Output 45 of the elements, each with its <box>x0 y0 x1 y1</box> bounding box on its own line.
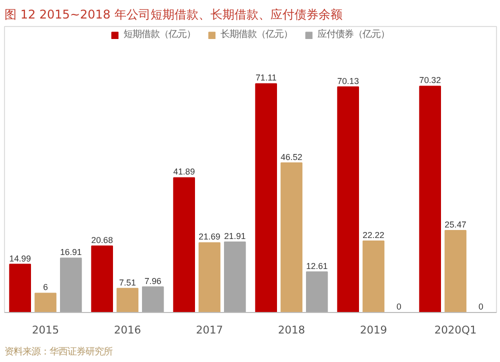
bar <box>116 288 138 312</box>
legend-label: 应付债券（亿元） <box>318 28 390 41</box>
x-tick-label: 2020Q1 <box>434 324 477 336</box>
bar <box>337 86 359 312</box>
data-label: 7.96 <box>144 276 162 286</box>
bar <box>419 86 441 312</box>
data-label: 14.99 <box>9 253 32 264</box>
bar <box>9 264 31 312</box>
data-label: 41.89 <box>173 166 196 177</box>
chart-title: 图 12 2015~2018 年公司短期借款、长期借款、应付债券余额 <box>4 8 342 22</box>
data-label: 7.51 <box>119 277 136 288</box>
bar <box>224 242 246 312</box>
bar <box>91 245 113 312</box>
x-tick-label: 2017 <box>196 324 224 336</box>
data-label: 46.52 <box>280 152 303 162</box>
data-label: 70.32 <box>419 75 442 86</box>
data-label: 25.47 <box>444 220 467 230</box>
x-tick-label: 2016 <box>114 324 142 336</box>
bar <box>280 162 302 312</box>
data-label: 6 <box>43 282 48 292</box>
text: 资料来源：华西证券研究所 <box>4 346 112 358</box>
data-label: 12.61 <box>306 260 328 271</box>
legend-label: 长期借款（亿元） <box>220 28 292 41</box>
data-label: 0 <box>396 302 402 312</box>
bar <box>444 230 466 312</box>
legend-label: 短期借款（亿元） <box>124 28 196 41</box>
data-label: 0 <box>478 302 484 312</box>
bar <box>306 271 328 312</box>
x-tick-label: 2015 <box>32 324 60 336</box>
data-label: 21.91 <box>224 231 246 242</box>
data-label: 16.91 <box>60 247 82 258</box>
x-tick-label: 2019 <box>360 324 388 336</box>
data-label: 71.11 <box>256 72 277 83</box>
bar <box>255 83 277 312</box>
bar <box>60 258 82 312</box>
bar <box>198 242 220 312</box>
bar <box>362 240 384 312</box>
data-label: 22.22 <box>362 230 385 240</box>
bar <box>173 177 195 312</box>
data-label: 21.69 <box>198 232 221 242</box>
data-label: 20.68 <box>91 234 114 245</box>
x-tick-label: 2018 <box>278 324 306 336</box>
bar <box>142 286 164 312</box>
data-label: 70.13 <box>337 76 360 86</box>
bar <box>34 292 56 312</box>
